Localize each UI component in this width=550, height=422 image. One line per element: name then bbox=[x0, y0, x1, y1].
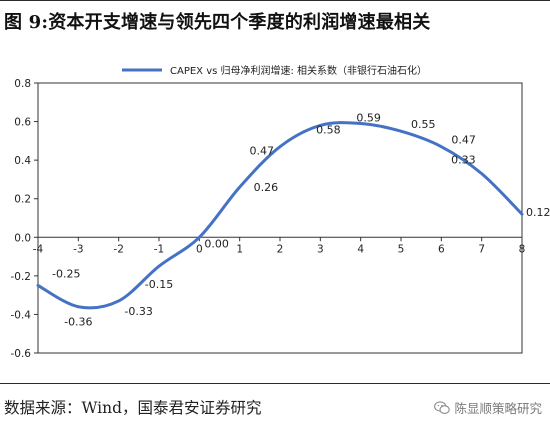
y-tick-label: 0.2 bbox=[14, 194, 31, 206]
data-label: 0.26 bbox=[254, 181, 279, 194]
data-label: 0.12 bbox=[526, 206, 550, 219]
y-tick-label: -0.4 bbox=[11, 309, 32, 321]
x-tick-label: -4 bbox=[33, 243, 44, 255]
x-tick-label: 8 bbox=[519, 243, 526, 255]
x-tick-label: 7 bbox=[478, 243, 485, 255]
data-label: -0.33 bbox=[124, 305, 152, 318]
chart-area: 0.8 0.6 0.4 0.2 0.0 -0.2 -0.4 -0.6 -4 -3 -2 -1 0 1 2 3 4… bbox=[0, 40, 550, 380]
x-tick-label: 1 bbox=[236, 243, 243, 255]
x-tick-label: 4 bbox=[357, 243, 364, 255]
data-label: 0.55 bbox=[411, 118, 436, 131]
y-tick-label: 0.8 bbox=[14, 78, 31, 90]
data-label: 0.00 bbox=[204, 237, 229, 250]
data-label: -0.25 bbox=[52, 268, 80, 281]
x-tick-label: -2 bbox=[113, 243, 123, 255]
x-tick-label: 0 bbox=[196, 243, 203, 255]
data-label: 0.47 bbox=[250, 145, 275, 158]
x-tick-label: -3 bbox=[73, 243, 83, 255]
source-bar: 数据来源：Wind，国泰君安证券研究 陈显顺策略研究 bbox=[0, 383, 550, 422]
x-tick-label: 3 bbox=[317, 243, 324, 255]
figure-title: 图 9:资本开支增速与领先四个季度的利润增速最相关 bbox=[4, 12, 431, 33]
x-tick-label: 6 bbox=[438, 243, 445, 255]
wechat-icon bbox=[434, 400, 451, 414]
x-tick-label: 5 bbox=[398, 243, 405, 255]
x-tick-label: -1 bbox=[154, 243, 164, 255]
data-label: -0.15 bbox=[145, 278, 173, 291]
data-label: 0.33 bbox=[451, 154, 476, 167]
plot-frame bbox=[37, 82, 523, 354]
source-note: 数据来源：Wind，国泰君安证券研究 bbox=[4, 399, 262, 417]
legend-label: CAPEX vs 归母净利润增速: 相关系数（非银行石油石化） bbox=[170, 64, 427, 77]
y-tick-label: 0.4 bbox=[14, 155, 31, 167]
y-tick-label: -0.2 bbox=[11, 271, 32, 283]
y-tick-label: -0.6 bbox=[11, 348, 32, 360]
data-label: 0.47 bbox=[451, 134, 476, 147]
watermark-text: 陈显顺策略研究 bbox=[454, 401, 542, 416]
data-label: 0.59 bbox=[356, 112, 381, 125]
data-label: 0.58 bbox=[316, 123, 341, 136]
watermark: 陈显顺策略研究 bbox=[434, 398, 542, 417]
series-line bbox=[36, 121, 524, 310]
line-chart: 0.8 0.6 0.4 0.2 0.0 -0.2 -0.4 -0.6 -4 -3 -2 -1 0 1 2 3 4… bbox=[11, 64, 550, 360]
y-tick-label: 0.0 bbox=[14, 232, 31, 244]
x-tick-label: 2 bbox=[277, 243, 284, 255]
y-tick-label: 0.6 bbox=[14, 117, 31, 129]
data-label: -0.36 bbox=[64, 316, 92, 329]
figure-title-bar: 图 9:资本开支增速与领先四个季度的利润增速最相关 bbox=[0, 0, 550, 35]
